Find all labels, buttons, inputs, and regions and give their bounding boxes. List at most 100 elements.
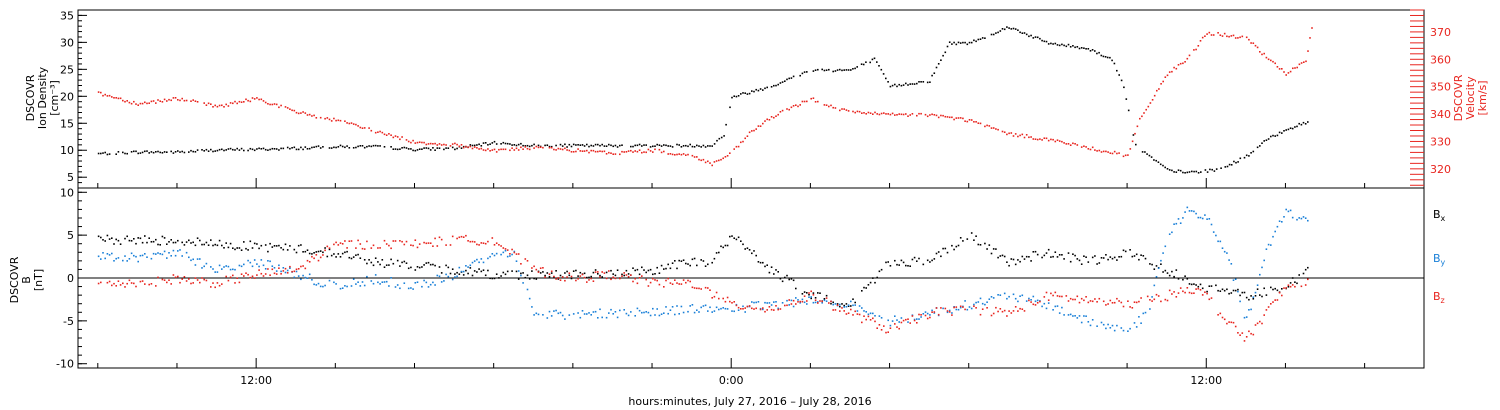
top-point-velocity xyxy=(990,127,993,129)
bottom-point-b-x xyxy=(825,294,828,297)
bottom-point-b-y xyxy=(421,285,423,288)
bottom-point-b-x xyxy=(313,252,315,254)
bottom-point-b-z xyxy=(1204,291,1206,293)
bottom-point-b-z xyxy=(773,309,775,311)
bottom-point-b-y xyxy=(1171,231,1173,234)
bottom-point-b-z xyxy=(225,275,227,278)
bottom-point-b-x xyxy=(115,238,117,241)
top-point-ion-density xyxy=(723,135,725,137)
top-point-ion-density xyxy=(454,148,456,151)
bottom-point-b-x xyxy=(550,272,553,274)
bottom-point-b-x xyxy=(421,266,423,268)
top-point-velocity xyxy=(152,100,155,102)
bottom-point-b-x xyxy=(568,274,571,277)
top-point-ion-density xyxy=(313,146,315,148)
bottom-point-b-x xyxy=(627,273,630,275)
bottom-point-b-y xyxy=(363,284,366,287)
top-right-tick-label: 350 xyxy=(1430,81,1451,94)
bottom-point-b-y xyxy=(957,308,960,311)
top-point-ion-density xyxy=(348,147,351,149)
bottom-point-b-y xyxy=(1274,230,1276,233)
bottom-point-b-z xyxy=(1058,295,1061,298)
bottom-point-b-x xyxy=(385,264,388,266)
bottom-point-b-x xyxy=(1217,289,1219,292)
top-point-velocity xyxy=(1085,146,1087,148)
bottom-point-b-z xyxy=(405,240,408,243)
bottom-point-b-z xyxy=(1019,307,1021,310)
top-point-velocity xyxy=(1166,74,1169,77)
bottom-point-b-y xyxy=(359,285,362,287)
top-point-ion-density xyxy=(594,143,597,146)
bottom-point-b-y xyxy=(302,274,304,277)
top-point-velocity xyxy=(1074,143,1076,145)
top-point-velocity xyxy=(273,103,276,105)
bottom-point-b-z xyxy=(1039,300,1041,303)
bottom-point-b-y xyxy=(1177,218,1180,220)
bottom-point-b-z xyxy=(638,277,641,279)
bottom-point-b-x xyxy=(212,244,214,247)
bottom-point-b-x xyxy=(900,259,903,262)
top-point-ion-density xyxy=(1213,170,1216,172)
bottom-point-b-y xyxy=(243,263,245,266)
bottom-point-b-z xyxy=(498,244,500,246)
bottom-point-b-z xyxy=(363,248,366,250)
bottom-point-b-x xyxy=(166,243,168,245)
bottom-point-b-y xyxy=(1160,259,1162,262)
bottom-point-b-x xyxy=(1226,288,1228,291)
bottom-point-b-z xyxy=(315,254,318,256)
bottom-point-b-y xyxy=(436,274,439,277)
bottom-point-b-z xyxy=(388,244,390,247)
bottom-point-b-z xyxy=(861,321,863,324)
top-point-velocity xyxy=(951,116,953,119)
top-point-velocity xyxy=(632,151,634,153)
bottom-point-b-z xyxy=(588,279,590,281)
top-point-velocity xyxy=(1195,48,1197,51)
bottom-point-b-y xyxy=(1133,322,1136,324)
top-point-ion-density xyxy=(328,147,331,149)
bottom-point-b-z xyxy=(1028,299,1030,302)
bottom-point-b-z xyxy=(896,326,898,328)
top-point-ion-density xyxy=(135,150,137,153)
bottom-point-b-x xyxy=(1124,250,1127,253)
bottom-point-b-z xyxy=(126,282,128,285)
top-point-ion-density xyxy=(392,148,395,150)
bottom-point-b-y xyxy=(792,305,795,308)
bottom-point-b-y xyxy=(689,305,691,307)
bottom-point-b-z xyxy=(1127,300,1129,302)
bottom-point-b-z xyxy=(469,240,472,243)
bottom-point-b-z xyxy=(1113,301,1116,304)
bottom-point-b-z xyxy=(1076,295,1079,298)
bottom-point-b-y xyxy=(377,281,379,284)
top-point-ion-density xyxy=(1248,155,1250,157)
top-point-ion-density xyxy=(97,152,100,155)
bottom-point-b-y xyxy=(1149,308,1151,310)
bottom-point-b-x xyxy=(792,279,795,282)
bottom-point-b-x xyxy=(1197,285,1200,288)
bottom-point-b-y xyxy=(97,255,100,258)
top-point-ion-density xyxy=(1034,36,1037,38)
bottom-point-b-z xyxy=(632,280,634,283)
bottom-point-b-z xyxy=(1008,310,1010,312)
bottom-point-b-x xyxy=(352,256,355,258)
top-point-ion-density xyxy=(1157,161,1160,163)
bottom-point-b-x xyxy=(872,277,874,279)
top-point-velocity xyxy=(905,113,907,115)
bottom-point-b-z xyxy=(247,273,249,276)
bottom-point-b-z xyxy=(163,279,166,281)
bottom-point-b-y xyxy=(858,305,861,307)
top-point-ion-density xyxy=(964,41,966,44)
bottom-point-b-x xyxy=(333,253,335,255)
bottom-point-b-y xyxy=(361,281,364,283)
bottom-point-b-y xyxy=(144,253,146,255)
bottom-point-b-x xyxy=(234,248,236,251)
top-point-ion-density xyxy=(566,146,568,148)
bottom-point-b-y xyxy=(599,308,601,311)
top-point-velocity xyxy=(238,100,241,103)
bottom-point-b-x xyxy=(126,235,128,238)
top-point-ion-density xyxy=(711,145,713,147)
bottom-point-b-y xyxy=(986,301,988,303)
bottom-point-b-x xyxy=(416,266,419,268)
top-point-velocity xyxy=(163,98,166,101)
top-point-ion-density xyxy=(133,150,135,153)
bottom-point-b-z xyxy=(834,309,837,311)
